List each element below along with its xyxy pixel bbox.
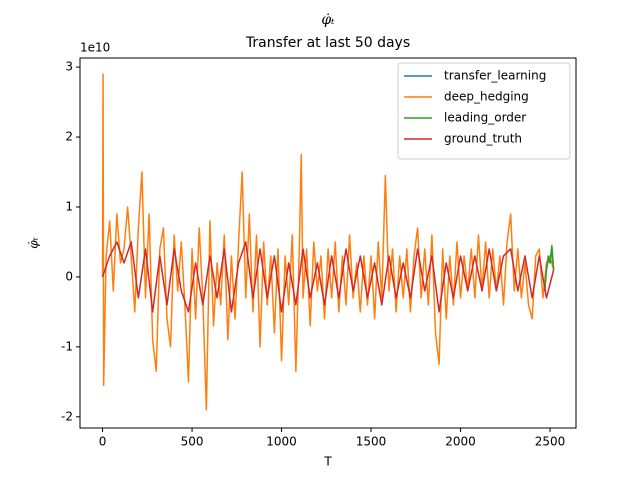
- legend-label: transfer_learning: [444, 69, 546, 83]
- y-tick-label: -2: [61, 409, 73, 423]
- legend-box: [397, 62, 571, 160]
- legend-label: leading_order: [444, 111, 526, 125]
- y-tick-label: 2: [65, 130, 73, 144]
- x-tick-label: 1000: [266, 435, 297, 449]
- y-axis-label: φ̇ₜ: [27, 237, 41, 248]
- y-tick-label: 0: [65, 269, 73, 283]
- y-tick-label: 3: [65, 60, 73, 74]
- chart-subtitle: Transfer at last 50 days: [245, 35, 410, 51]
- x-tick-label: 0: [99, 435, 107, 449]
- line-series: [101, 241, 555, 313]
- x-tick-label: 2500: [535, 435, 566, 449]
- y-offset-label: 1e10: [80, 41, 110, 55]
- x-tick-label: 500: [181, 435, 204, 449]
- plot-frame: [79, 57, 577, 429]
- line-series: [543, 244, 555, 291]
- legend-label: ground_truth: [444, 132, 522, 146]
- legend-label: deep_hedging: [444, 90, 529, 104]
- x-axis-label: T: [323, 455, 332, 469]
- y-tick-label: -1: [61, 339, 73, 353]
- x-tick-label: 1500: [356, 435, 387, 449]
- chart-title: φ̇ₜ: [321, 12, 335, 28]
- y-tick-label: 1: [65, 199, 73, 213]
- x-tick-label: 2000: [445, 435, 476, 449]
